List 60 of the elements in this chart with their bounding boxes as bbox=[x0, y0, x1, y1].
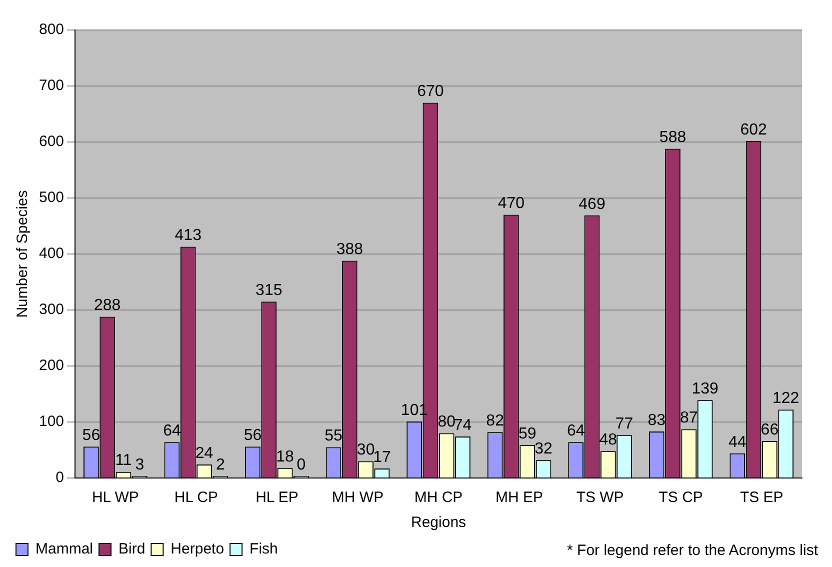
data-label: 3 bbox=[135, 456, 144, 474]
y-tick-label: 700 bbox=[38, 77, 64, 94]
x-tick-label: TS EP bbox=[740, 489, 784, 506]
y-tick-label: 100 bbox=[38, 413, 64, 430]
x-tick-label: HL EP bbox=[256, 489, 298, 506]
data-label: 288 bbox=[94, 297, 121, 314]
y-tick-label: 300 bbox=[38, 301, 64, 318]
x-tick-label: MH EP bbox=[496, 489, 544, 506]
data-label: 48 bbox=[599, 432, 618, 449]
data-label: 64 bbox=[566, 422, 585, 440]
data-label: 315 bbox=[256, 282, 282, 300]
data-label: 56 bbox=[82, 427, 100, 444]
data-label: 413 bbox=[174, 227, 202, 244]
text: * For legend refer to the Acronyms list bbox=[567, 542, 818, 559]
x-tick-label: TS WP bbox=[576, 489, 624, 506]
data-label: 80 bbox=[438, 414, 456, 431]
x-tick-label: TS CP bbox=[658, 489, 703, 506]
data-label: 55 bbox=[324, 428, 343, 445]
data-label: 588 bbox=[659, 129, 686, 146]
data-label: 122 bbox=[772, 390, 800, 408]
data-label: 602 bbox=[740, 121, 767, 138]
x-tick-label: HL CP bbox=[174, 489, 218, 506]
y-tick-label: 500 bbox=[38, 189, 64, 206]
data-label: 82 bbox=[486, 412, 504, 430]
data-label: 0 bbox=[296, 456, 306, 474]
legend-label: Mammal bbox=[36, 540, 94, 558]
data-label: 139 bbox=[692, 380, 719, 398]
data-label: 59 bbox=[518, 425, 536, 442]
data-label: 74 bbox=[454, 416, 472, 434]
y-tick-label: 800 bbox=[38, 21, 64, 38]
data-label: 17 bbox=[373, 448, 391, 466]
data-label: 44 bbox=[728, 434, 746, 451]
data-label: 470 bbox=[498, 195, 525, 212]
data-label: 388 bbox=[336, 241, 364, 258]
data-label: 87 bbox=[680, 410, 698, 427]
legend-label: Herpeto bbox=[170, 540, 224, 558]
legend-label: Fish bbox=[250, 540, 278, 558]
y-tick-label: 600 bbox=[38, 133, 64, 150]
y-tick-label: 0 bbox=[56, 469, 64, 486]
data-label: 670 bbox=[417, 83, 444, 100]
x-axis-title: Regions bbox=[410, 514, 466, 532]
y-axis-title: Number of Species bbox=[14, 190, 32, 318]
data-label: 11 bbox=[115, 452, 132, 470]
data-label: 56 bbox=[244, 427, 262, 444]
data-label: 64 bbox=[163, 422, 181, 440]
data-label: 2 bbox=[216, 456, 225, 474]
x-tick-label: MH CP bbox=[414, 489, 463, 506]
data-label: 77 bbox=[615, 415, 634, 432]
data-label: 24 bbox=[195, 444, 214, 462]
legend-label: Bird bbox=[118, 540, 146, 558]
y-tick-label: 200 bbox=[38, 357, 64, 374]
data-label: 83 bbox=[648, 412, 666, 429]
x-tick-label: MH WP bbox=[332, 489, 384, 506]
data-label: 66 bbox=[760, 421, 779, 438]
data-label: 469 bbox=[578, 196, 606, 213]
data-label: 18 bbox=[276, 448, 294, 466]
data-label: 30 bbox=[356, 442, 375, 459]
data-label: 32 bbox=[534, 440, 553, 458]
x-tick-label: HL WP bbox=[92, 489, 139, 506]
y-tick-label: 400 bbox=[38, 245, 64, 262]
